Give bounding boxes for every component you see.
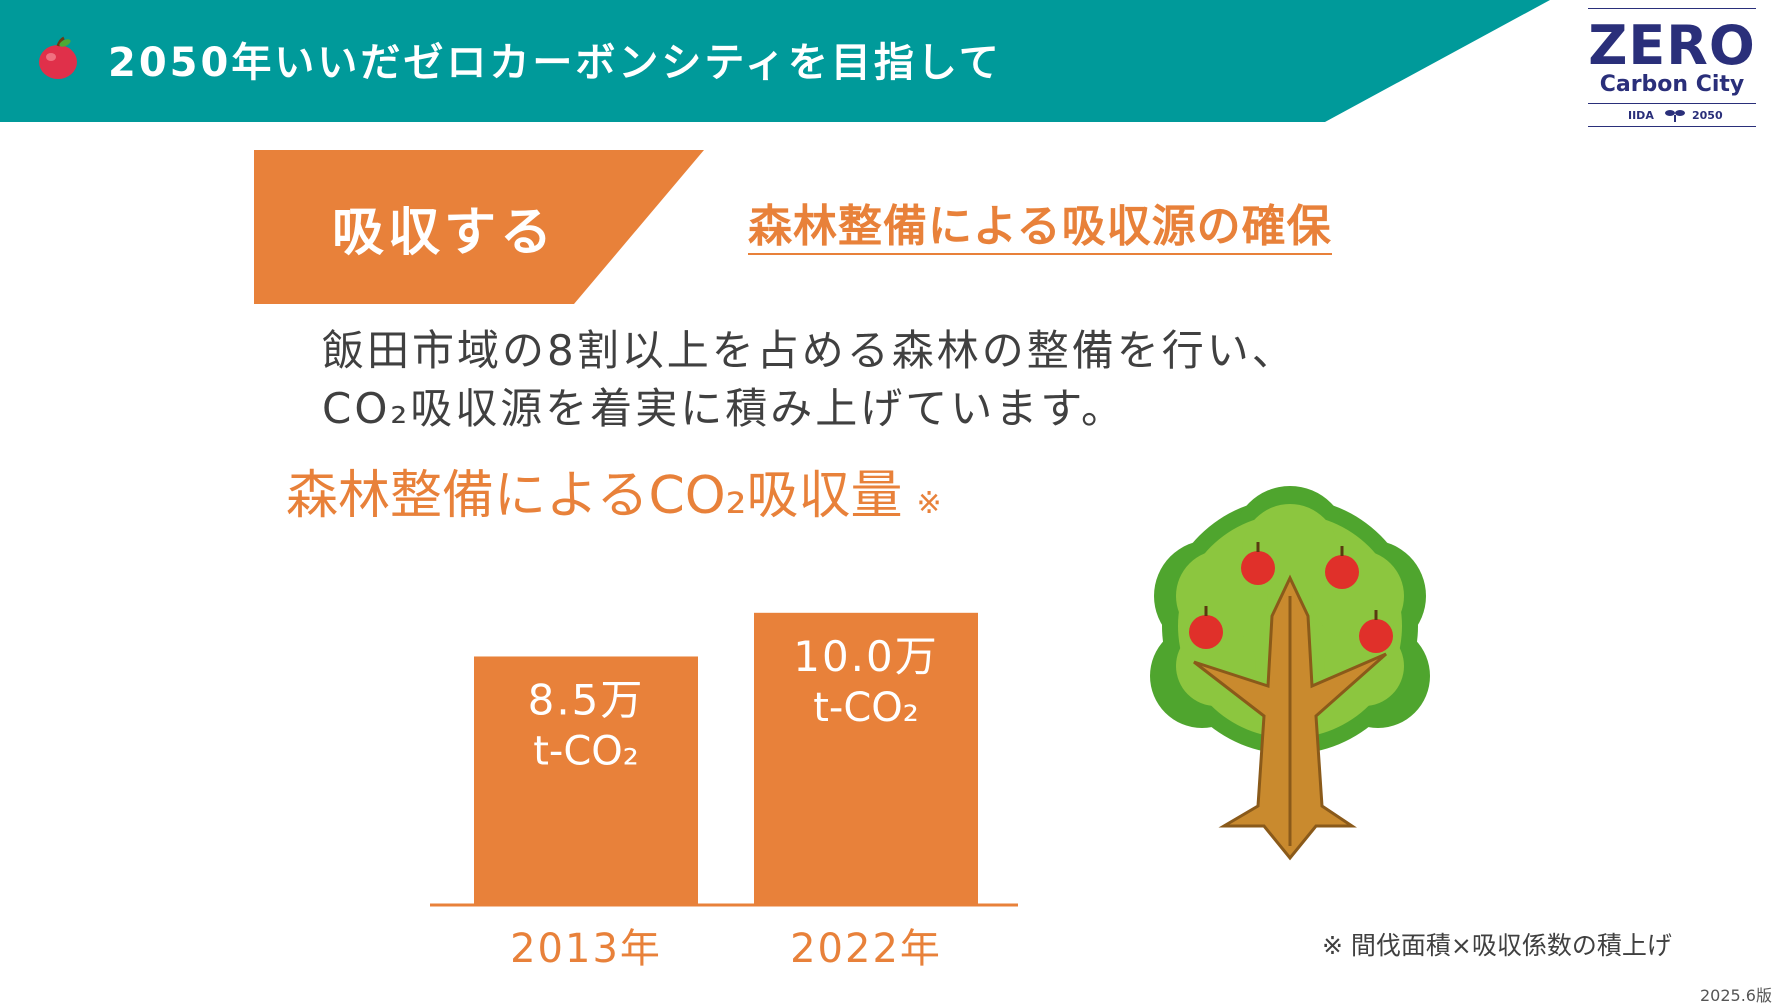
chart-title-text: 森林整備によるCO₂吸収量 <box>286 466 903 526</box>
sprout-icon <box>1665 110 1685 122</box>
body-text-line-2: CO₂吸収源を着実に積み上げています。 <box>322 384 1127 433</box>
header-band <box>0 0 1550 122</box>
bar-0 <box>474 656 698 904</box>
section-tag-shape <box>254 150 704 304</box>
apple-tree-icon <box>1150 486 1430 861</box>
bar-unit-label-0: t-CO₂ <box>533 728 639 774</box>
bar-unit-label-1: t-CO₂ <box>813 685 919 731</box>
bar-value-label-1: 10.0万 <box>793 632 939 681</box>
category-label-0: 2013年 <box>510 926 662 972</box>
tree-apples <box>1189 542 1393 653</box>
version-label: 2025.6版 <box>1700 986 1772 1005</box>
category-label-1: 2022年 <box>790 926 942 972</box>
body-text-line-1: 飯田市域の8割以上を占める森林の整備を行い、 <box>322 326 1297 375</box>
chart-title-note-mark: ※ <box>916 486 942 521</box>
logo-right-tag: 2050 <box>1692 109 1723 122</box>
bar-1 <box>754 612 978 904</box>
logo-left-tag: IIDA <box>1628 109 1654 122</box>
logo-bottom-rule <box>1588 126 1756 127</box>
logo-top-rule <box>1588 8 1756 9</box>
tree-trunk <box>1193 574 1387 861</box>
page-title: 2050年いいだゼロカーボンシティを目指して <box>108 40 1002 86</box>
logo-main-text: ZERO <box>1588 14 1756 77</box>
chart-footnote: ※ 間伐面積×吸収係数の積上げ <box>1322 931 1672 960</box>
bar-value-label-0: 8.5万 <box>528 675 645 724</box>
zero-carbon-city-logo: ZERO Carbon City IIDA 2050 <box>1586 6 1758 130</box>
section-tag-label: 吸収する <box>332 203 557 263</box>
logo-sub-text: Carbon City <box>1599 72 1745 97</box>
logo-mid-rule <box>1588 103 1756 104</box>
apple-icon <box>39 36 77 79</box>
section-subheading: 森林整備による吸収源の確保 <box>748 201 1332 255</box>
chart-title: 森林整備によるCO₂吸収量 ※ <box>286 466 942 534</box>
